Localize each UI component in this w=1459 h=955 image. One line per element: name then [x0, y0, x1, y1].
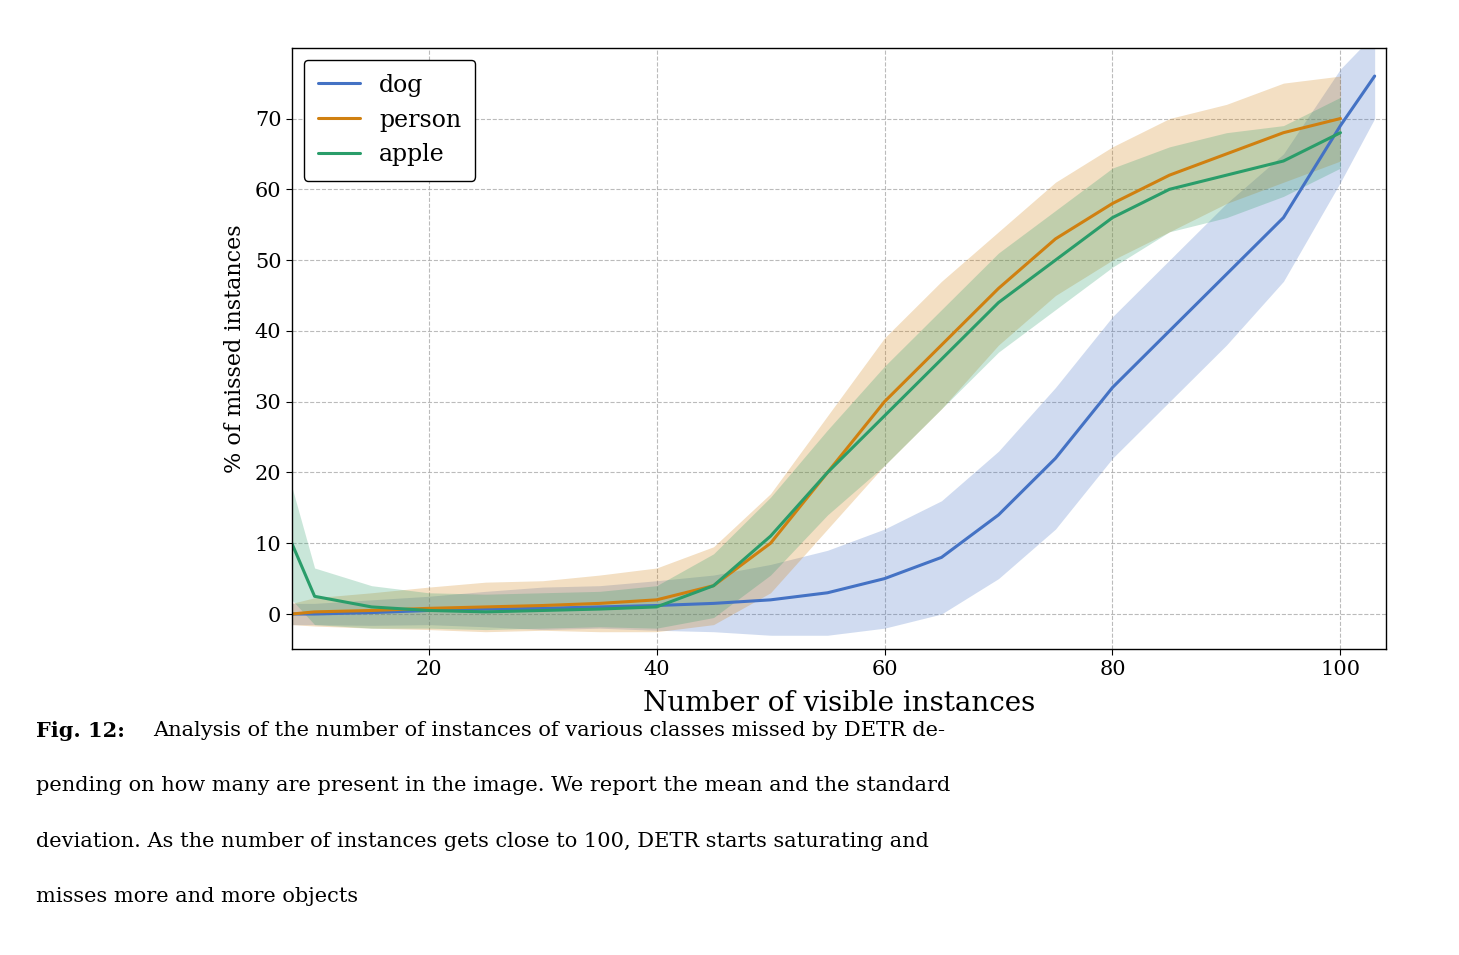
apple	[420, 605, 438, 616]
person	[1161, 169, 1179, 180]
person	[1046, 233, 1064, 244]
person	[363, 605, 381, 616]
dog	[1046, 453, 1064, 464]
Line: apple: apple	[292, 133, 1341, 612]
person	[1218, 148, 1236, 159]
person	[420, 603, 438, 614]
apple	[1275, 156, 1293, 167]
apple	[534, 605, 552, 616]
person	[762, 538, 779, 549]
Line: dog: dog	[292, 76, 1374, 614]
Line: person: person	[292, 118, 1341, 614]
dog	[648, 600, 665, 611]
person	[477, 602, 495, 613]
apple	[591, 604, 608, 615]
Text: Fig. 12:: Fig. 12:	[36, 721, 125, 741]
Text: deviation. As the number of instances gets close to 100, DETR starts saturating : deviation. As the number of instances ge…	[36, 832, 929, 851]
dog	[591, 602, 608, 613]
apple	[477, 606, 495, 618]
apple	[932, 353, 950, 365]
dog	[1104, 382, 1122, 393]
person	[534, 600, 552, 611]
X-axis label: Number of visible instances: Number of visible instances	[643, 690, 1034, 717]
apple	[989, 297, 1007, 308]
dog	[818, 587, 836, 599]
person	[1332, 113, 1350, 124]
person	[591, 598, 608, 609]
dog	[363, 606, 381, 618]
person	[989, 283, 1007, 294]
Text: misses more and more objects: misses more and more objects	[36, 887, 359, 906]
apple	[283, 538, 301, 549]
person	[818, 467, 836, 478]
dog	[283, 608, 301, 620]
dog	[306, 608, 324, 620]
person	[1104, 198, 1122, 209]
Legend: dog, person, apple: dog, person, apple	[303, 59, 476, 180]
dog	[534, 603, 552, 614]
dog	[875, 573, 893, 584]
dog	[477, 604, 495, 615]
apple	[1218, 169, 1236, 180]
dog	[1332, 120, 1350, 132]
dog	[989, 509, 1007, 520]
apple	[875, 410, 893, 421]
apple	[818, 467, 836, 478]
person	[306, 606, 324, 618]
apple	[306, 590, 324, 602]
person	[705, 580, 722, 591]
dog	[932, 552, 950, 563]
apple	[1104, 212, 1122, 223]
dog	[1275, 212, 1293, 223]
dog	[705, 598, 722, 609]
Text: pending on how many are present in the image. We report the mean and the standar: pending on how many are present in the i…	[36, 776, 951, 796]
person	[875, 396, 893, 408]
dog	[1218, 268, 1236, 280]
apple	[363, 602, 381, 613]
apple	[1046, 254, 1064, 265]
apple	[1161, 183, 1179, 195]
dog	[1161, 325, 1179, 336]
Text: Analysis of the number of instances of various classes missed by DETR de-: Analysis of the number of instances of v…	[153, 721, 945, 740]
dog	[762, 594, 779, 605]
Y-axis label: % of missed instances: % of missed instances	[225, 224, 247, 473]
dog	[420, 605, 438, 616]
person	[932, 339, 950, 350]
dog	[1366, 71, 1383, 82]
apple	[762, 530, 779, 541]
person	[1275, 127, 1293, 138]
person	[283, 608, 301, 620]
apple	[648, 602, 665, 613]
apple	[705, 580, 722, 591]
person	[648, 594, 665, 605]
apple	[1332, 127, 1350, 138]
